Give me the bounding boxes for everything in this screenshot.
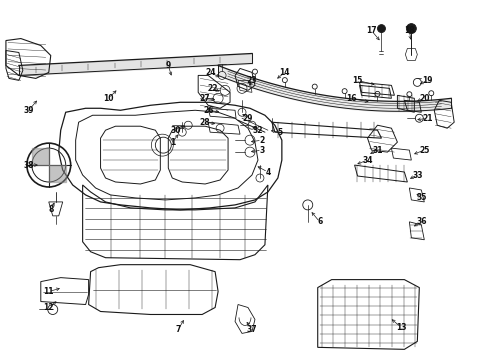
Circle shape [377,24,386,32]
Text: 21: 21 [422,114,433,123]
Text: 17: 17 [366,26,377,35]
Text: 23: 23 [247,76,257,85]
Text: 2: 2 [259,136,265,145]
Text: 31: 31 [372,145,383,154]
Text: 6: 6 [317,217,322,226]
Text: 35: 35 [416,193,426,202]
Text: 1: 1 [170,138,175,147]
Text: 19: 19 [422,76,433,85]
Text: 32: 32 [253,126,263,135]
Text: 38: 38 [24,161,34,170]
Text: 34: 34 [362,156,373,165]
Text: 16: 16 [346,94,357,103]
Text: 30: 30 [170,126,180,135]
Text: 39: 39 [24,106,34,115]
Text: 36: 36 [416,217,427,226]
Text: 26: 26 [203,106,213,115]
Text: 33: 33 [412,171,422,180]
Text: 8: 8 [48,206,53,215]
Text: 7: 7 [175,325,181,334]
Text: 20: 20 [419,94,430,103]
Text: 37: 37 [246,325,257,334]
Text: 22: 22 [207,84,218,93]
Text: 18: 18 [404,26,415,35]
Text: 9: 9 [166,61,171,70]
Text: 5: 5 [277,128,282,137]
Text: 14: 14 [280,68,290,77]
Text: 3: 3 [259,145,265,154]
Text: 15: 15 [352,76,363,85]
Text: 12: 12 [44,303,54,312]
Text: 4: 4 [265,167,270,176]
Text: 24: 24 [205,68,216,77]
Text: 29: 29 [243,114,253,123]
Text: 27: 27 [200,94,211,103]
Circle shape [406,24,416,33]
Text: 13: 13 [396,323,407,332]
Text: 28: 28 [200,118,211,127]
Text: 25: 25 [419,145,430,154]
Text: 10: 10 [103,94,114,103]
Text: 11: 11 [44,287,54,296]
